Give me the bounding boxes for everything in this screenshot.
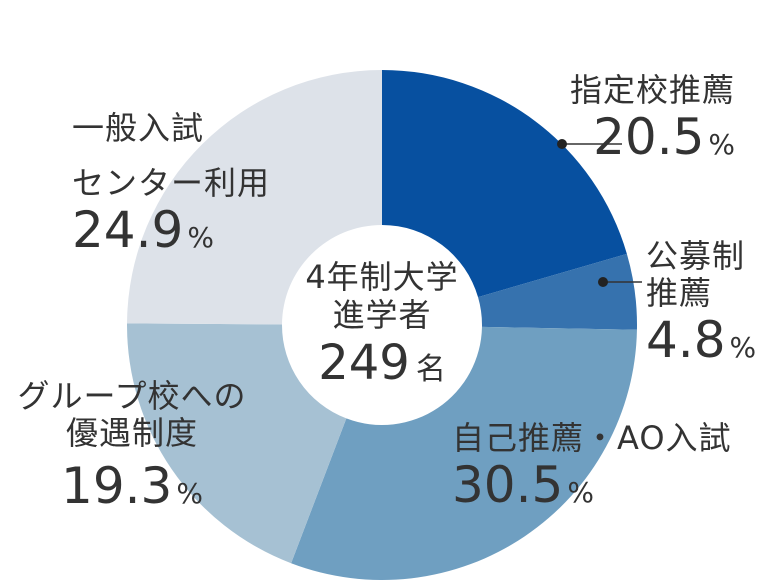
percent-unit: % <box>708 127 736 161</box>
slice-label-group: グループ校への 優遇制度 19.3% <box>8 378 256 515</box>
slice-label-shiteiko: 指定校推薦 20.5% <box>570 72 735 166</box>
slice-koubosei <box>478 253 637 330</box>
slice-name: 推薦 <box>646 273 713 312</box>
leader-dot-shiteiko <box>557 139 567 149</box>
slice-label-ippan: 一般入試 センター利用 24.9% <box>72 110 270 259</box>
slice-name: 自己推薦・AO入試 <box>452 419 732 457</box>
center-total: 249 <box>318 334 410 391</box>
percent-unit: % <box>567 475 594 509</box>
percent-unit: % <box>176 476 203 510</box>
slice-name: 公募制 <box>646 237 746 275</box>
slice-ippan <box>127 70 382 325</box>
slice-name: 一般入試 <box>72 109 205 147</box>
leader-lines <box>557 139 642 287</box>
slice-jiko <box>291 326 637 580</box>
slice-shiteiko <box>382 70 627 298</box>
slice-label-koubosei: 公募制 推薦 4.8% <box>646 238 756 369</box>
slice-name: 優遇制度 <box>65 413 198 452</box>
center-subtitle: 進学者 <box>332 296 432 335</box>
center-label: 4年制大学 進学者 249 名 <box>272 258 492 392</box>
donut-slices <box>127 70 637 580</box>
slice-name: センター利用 <box>72 163 271 202</box>
slice-group <box>127 323 347 564</box>
percent-unit: % <box>187 220 214 254</box>
slice-label-jiko: 自己推薦・AO入試 30.5% <box>452 420 732 514</box>
slice-value: 4.8 <box>646 310 726 369</box>
slice-value: 19.3 <box>61 456 173 515</box>
leader-dot-koubosei <box>598 277 608 287</box>
slice-name: 指定校推薦 <box>570 71 736 109</box>
slice-value: 24.9 <box>72 200 184 259</box>
center-total-unit: 名 <box>415 351 446 387</box>
slice-value: 30.5 <box>452 455 564 514</box>
percent-unit: % <box>729 330 757 364</box>
slice-value: 20.5 <box>593 107 705 166</box>
center-title: 4年制大学 <box>305 258 459 296</box>
slice-name: グループ校への <box>17 377 247 415</box>
